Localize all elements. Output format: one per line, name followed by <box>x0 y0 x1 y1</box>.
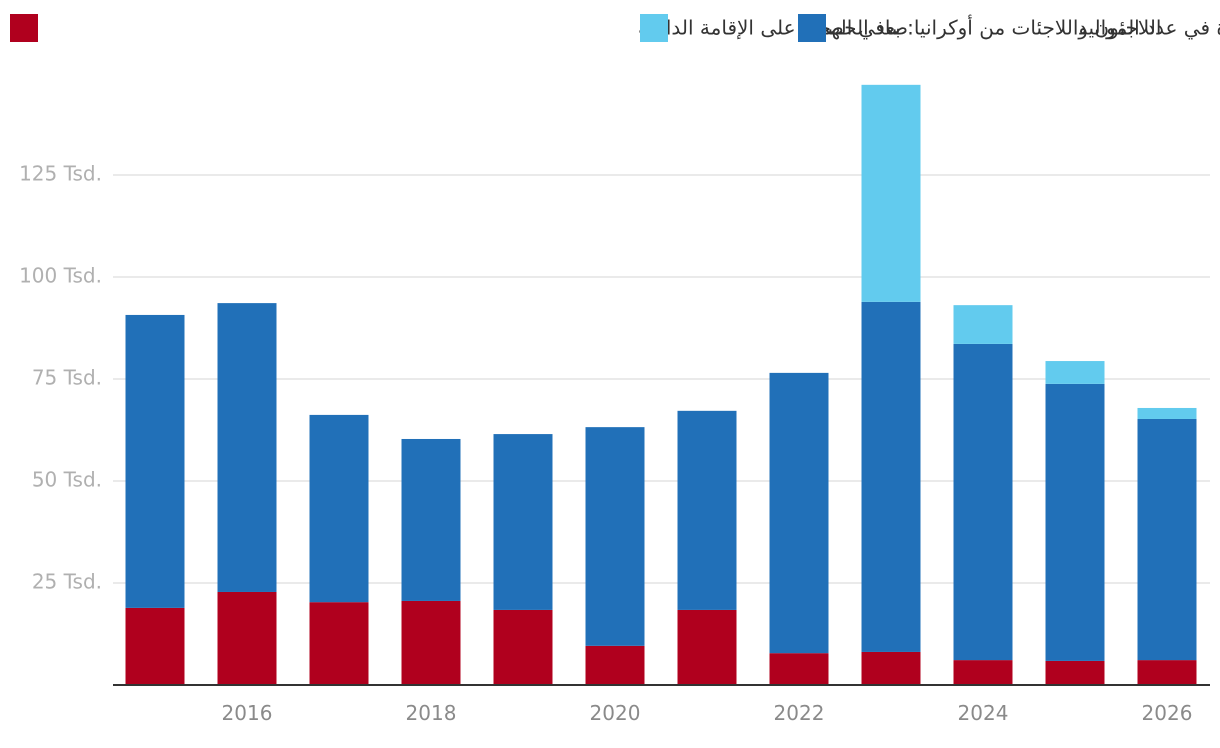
bar-segment <box>677 410 737 610</box>
x-tick-label: 2026 <box>1142 701 1193 725</box>
bar-segment <box>769 653 829 685</box>
legend-label: الزيادة في عدد المواليد <box>1078 16 1220 41</box>
bar-segment <box>1045 361 1105 384</box>
legend-swatch <box>640 14 668 42</box>
bar-segment <box>1137 660 1197 685</box>
x-tick-label: 2020 <box>590 701 641 725</box>
bar-segment <box>493 609 553 685</box>
bar-segment <box>861 301 921 652</box>
x-tick-label: 2018 <box>406 701 457 725</box>
y-tick-label: 100 Tsd. <box>19 264 102 288</box>
bar-segment <box>401 600 461 685</box>
bar-segment <box>217 591 277 685</box>
bar-segment <box>585 427 645 646</box>
bar-segment <box>493 434 553 610</box>
bar-segment <box>861 84 921 302</box>
bar-segment <box>1045 383 1105 661</box>
bar-segment <box>125 314 185 608</box>
bar-segment <box>585 645 645 685</box>
y-tick-label: 125 Tsd. <box>19 162 102 186</box>
bar-segment <box>217 303 277 592</box>
legend-label: اللاجئون واللاجئات من أوكرانيا: بعد الحص… <box>638 15 1161 40</box>
bar-segment <box>677 609 737 685</box>
bar-segment <box>953 305 1013 344</box>
bar-segment <box>125 607 185 685</box>
bar-segment <box>861 651 921 685</box>
legend-swatch <box>798 14 826 42</box>
bar-segment <box>309 602 369 685</box>
legend-swatch <box>10 14 38 42</box>
bar-segment <box>953 660 1013 685</box>
bar-segment <box>1137 407 1197 419</box>
y-tick-label: 75 Tsd. <box>32 366 102 390</box>
bar-segment <box>401 438 461 601</box>
x-tick-label: 2024 <box>958 701 1009 725</box>
bar-segment <box>769 372 829 654</box>
bar-segment <box>309 414 369 603</box>
y-tick-label: 25 Tsd. <box>32 570 102 594</box>
x-tick-label: 2016 <box>222 701 273 725</box>
x-tick-label: 2022 <box>774 701 825 725</box>
y-tick-label: 50 Tsd. <box>32 468 102 492</box>
bar-segment <box>1045 660 1105 685</box>
bar-segment <box>953 343 1013 661</box>
bar-segment <box>1137 418 1197 661</box>
